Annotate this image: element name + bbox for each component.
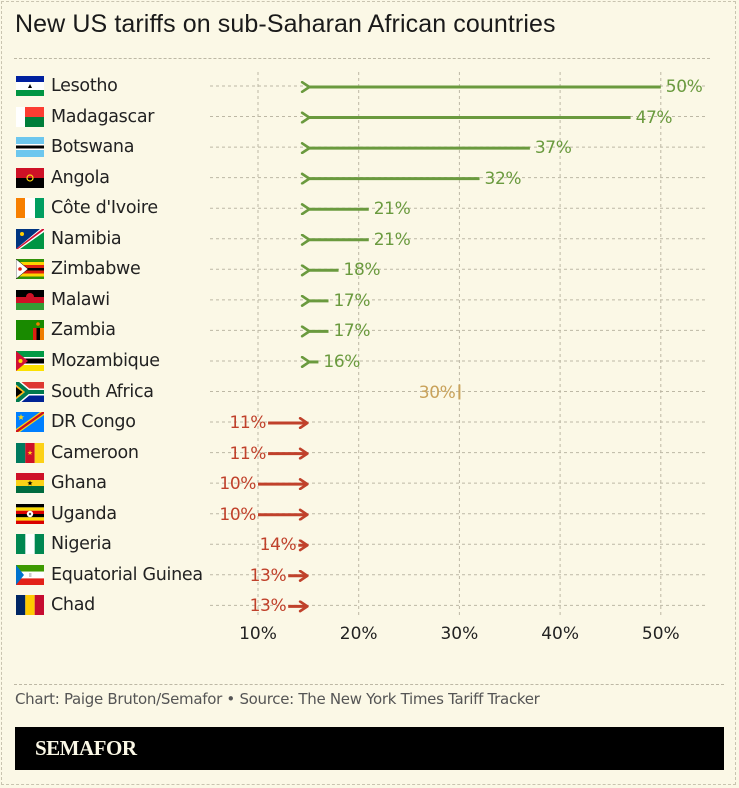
value-label: 13%: [249, 596, 287, 617]
table-row: Namibia 21%: [0, 224, 739, 254]
country-label: Angola: [51, 167, 110, 188]
table-row: Nigeria 14%: [0, 529, 739, 559]
value-label: 11%: [229, 413, 267, 434]
cote-divoire-flag-icon: [16, 198, 44, 219]
table-row: Chad 13%: [0, 590, 739, 620]
country-label: Zambia: [51, 320, 116, 341]
x-tick-label: 10%: [239, 624, 277, 644]
country-label: Equatorial Guinea: [51, 564, 203, 585]
footer-divider: [14, 684, 724, 685]
table-row: Cameroon 11%: [0, 438, 739, 468]
dr-congo-flag-icon: [16, 412, 44, 433]
country-label: Mozambique: [51, 350, 160, 371]
value-label: 16%: [323, 351, 360, 372]
chad-flag-icon: [16, 595, 44, 616]
table-row: Lesotho 50%: [0, 71, 739, 101]
x-tick-label: 40%: [541, 624, 579, 644]
table-row: Zambia 17%: [0, 315, 739, 345]
botswana-flag-icon: [16, 137, 44, 158]
angola-flag-icon: [16, 167, 44, 188]
value-label: 17%: [333, 321, 371, 342]
table-row: Equatorial Guinea 13%: [0, 560, 739, 590]
madagascar-flag-icon: [16, 106, 44, 127]
value-label: 10%: [219, 504, 256, 525]
value-label: 21%: [373, 229, 411, 250]
ghana-flag-icon: [16, 473, 44, 494]
table-row: Zimbabwe 18%: [0, 254, 739, 284]
value-label: 17%: [333, 290, 371, 311]
country-label: Lesotho: [51, 76, 118, 96]
x-tick-label: 50%: [641, 624, 680, 644]
country-label: Nigeria: [51, 534, 112, 555]
table-row: South Africa 30%: [0, 377, 739, 407]
chart-title: New US tariffs on sub-Saharan African co…: [15, 10, 556, 38]
value-label: 21%: [373, 199, 411, 220]
south-africa-flag-icon: [16, 381, 44, 402]
title-divider: [14, 58, 710, 59]
country-label: Malawi: [51, 289, 110, 310]
zambia-flag-icon: [16, 320, 44, 341]
arrow-plot: [210, 72, 708, 618]
value-label: 18%: [343, 260, 381, 281]
brand-bar: SEMAFOR: [15, 727, 724, 770]
country-label: Botswana: [51, 137, 135, 158]
table-row: Côte d'Ivoire 21%: [0, 193, 739, 223]
country-label: Zimbabwe: [51, 259, 141, 280]
country-label: Chad: [51, 595, 95, 616]
value-label: 11%: [229, 443, 267, 464]
table-row: Angola 32%: [0, 163, 739, 193]
table-row: Mozambique 16%: [0, 346, 739, 376]
country-label: Cameroon: [51, 442, 139, 463]
country-label: Ghana: [51, 473, 107, 494]
malawi-flag-icon: [16, 289, 44, 310]
semafor-logo: SEMAFOR: [35, 736, 137, 760]
value-label: 47%: [635, 107, 673, 128]
value-label: 13%: [249, 565, 287, 586]
mozambique-flag-icon: [16, 350, 44, 371]
value-label: 37%: [534, 138, 572, 159]
table-row: Malawi 17%: [0, 285, 739, 315]
zimbabwe-flag-icon: [16, 259, 44, 280]
value-label: 14%: [259, 535, 297, 556]
lesotho-flag-icon: [16, 76, 44, 96]
nigeria-flag-icon: [16, 534, 44, 555]
table-row: Uganda 10%: [0, 499, 739, 529]
country-label: Uganda: [51, 503, 117, 524]
vertical-gridlines: [257, 72, 662, 618]
value-label: 32%: [484, 168, 522, 189]
uganda-flag-icon: [16, 503, 44, 524]
country-label: DR Congo: [51, 412, 136, 433]
value-label: 50%: [665, 77, 703, 97]
source-credit: Chart: Paige Bruton/Semafor • Source: Th…: [15, 690, 540, 708]
namibia-flag-icon: [16, 228, 44, 249]
table-row: Madagascar 47%: [0, 102, 739, 132]
country-label: Côte d'Ivoire: [51, 198, 158, 219]
country-label: South Africa: [51, 381, 154, 402]
table-row: Botswana 37%: [0, 132, 739, 162]
arrows: [258, 87, 661, 606]
table-row: Ghana 10%: [0, 468, 739, 498]
table-row: DR Congo 11%: [0, 407, 739, 437]
country-label: Namibia: [51, 228, 122, 249]
value-label: 10%: [219, 474, 256, 495]
cameroon-flag-icon: [16, 442, 44, 463]
x-tick-label: 20%: [339, 624, 378, 644]
country-label: Madagascar: [51, 106, 155, 127]
value-label: 30%: [418, 382, 456, 403]
equatorial-guinea-flag-icon: [16, 564, 44, 585]
x-tick-label: 30%: [440, 624, 479, 644]
